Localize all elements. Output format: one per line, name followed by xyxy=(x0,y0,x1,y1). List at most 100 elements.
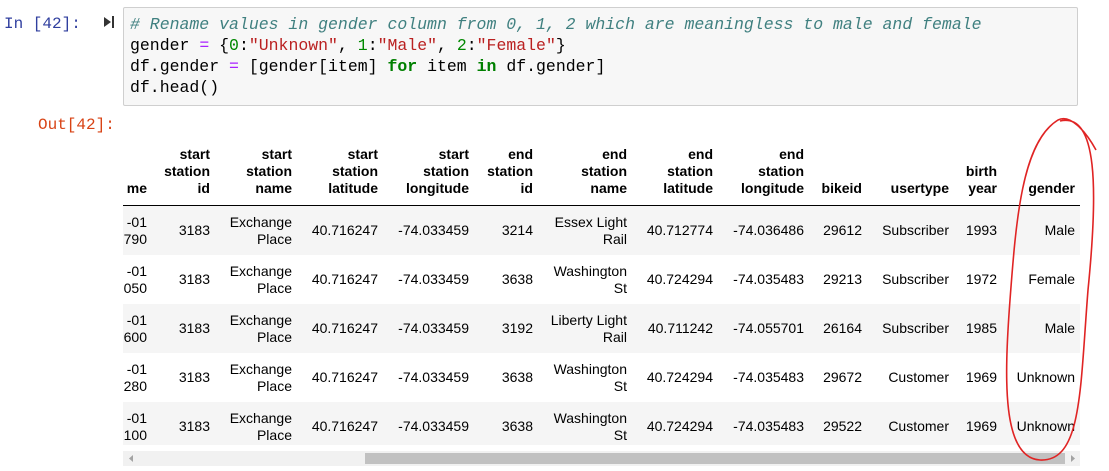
table-cell: 29213 xyxy=(809,255,867,304)
cell-text: Customer xyxy=(888,418,949,434)
code-line: df.gender = [gender[item] for item in df… xyxy=(130,57,606,76)
table-cell: 29612 xyxy=(809,206,867,256)
table-cell: 40.716247 xyxy=(297,304,383,353)
table-cell: Customer xyxy=(867,402,954,445)
table-cell: Female xyxy=(1002,255,1080,304)
table-row: -01 790 3183 Exchange Place 40.716247 -74.03… xyxy=(123,205,1080,256)
cell-text: -74.033459 xyxy=(398,320,469,336)
code-token: in xyxy=(476,57,497,76)
table-cell: 40.724294 xyxy=(632,255,718,304)
table-cell: Washington St xyxy=(538,255,632,304)
cell-text: -74.035483 xyxy=(733,418,804,434)
input-prompt: In [42]: xyxy=(4,15,81,33)
table-cell: 1969 xyxy=(954,353,1002,402)
column-header: start station latitude xyxy=(297,127,383,206)
table-cell: Liberty Light Rail xyxy=(538,304,632,353)
table-cell: 29672 xyxy=(809,353,867,402)
table-cell: 40.716247 xyxy=(297,353,383,402)
cell-text: 1969 xyxy=(965,418,997,434)
table-cell: Washington St xyxy=(538,353,632,402)
table-cell: -01 050 xyxy=(123,255,152,304)
cell-text: 40.716247 xyxy=(311,320,378,336)
cell-text: 1969 xyxy=(965,369,997,385)
cell-text: -74.033459 xyxy=(398,369,469,385)
cell-text: 3638 xyxy=(501,271,533,287)
table-cell: 40.716247 xyxy=(297,255,383,304)
table-cell: 1969 xyxy=(954,402,1002,445)
code-line: gender = {0:"Unknown", 1:"Male", 2:"Fema… xyxy=(130,36,566,55)
table-row: -01 050 3183 Exchange Place 40.716247 -74.03… xyxy=(123,255,1080,304)
code-token: 2 xyxy=(456,36,467,55)
cell-text: -74.033459 xyxy=(398,222,469,238)
cell-text: 3214 xyxy=(501,222,533,238)
cell-text: -74.033459 xyxy=(398,418,469,434)
cell-text: Washington St xyxy=(553,360,627,394)
table-cell: -01 280 xyxy=(123,353,152,402)
cell-text: 40.716247 xyxy=(311,222,378,238)
code-token: # Rename values in gender column from 0,… xyxy=(130,15,982,34)
table-cell: -74.036486 xyxy=(718,206,809,256)
cell-text: -74.035483 xyxy=(733,271,804,287)
table-cell: 3183 xyxy=(152,304,215,353)
table-cell: Exchange Place xyxy=(215,353,297,402)
header-text: start station id xyxy=(164,146,210,196)
header-text: end station name xyxy=(581,146,627,196)
cell-text: Male xyxy=(1044,320,1075,336)
header-text: end station id xyxy=(487,146,533,196)
cell-text: 29522 xyxy=(823,418,862,434)
cell-text: 29213 xyxy=(823,271,862,287)
table-cell: 3638 xyxy=(474,255,538,304)
column-header: end station latitude xyxy=(632,127,718,206)
table-cell: 40.716247 xyxy=(297,206,383,256)
cell-text: 40.724294 xyxy=(646,369,713,385)
code-token: "Male" xyxy=(377,36,438,55)
cell-text: Exchange Place xyxy=(229,262,292,296)
output-area: me start station id start station name star… xyxy=(123,127,1080,445)
cell-text: Male xyxy=(1044,222,1075,238)
table-row: -01 280 3183 Exchange Place 40.716247 -74.03… xyxy=(123,353,1080,402)
code-line: # Rename values in gender column from 0,… xyxy=(130,14,1071,35)
table-cell: 3638 xyxy=(474,402,538,445)
code-token: 1 xyxy=(357,36,368,55)
table-cell: Male xyxy=(1002,206,1080,256)
code-token: 0 xyxy=(229,36,239,55)
cell-text: -01 280 xyxy=(123,360,147,394)
table-cell: -74.035483 xyxy=(718,353,809,402)
table-cell: 40.724294 xyxy=(632,353,718,402)
cell-text: Exchange Place xyxy=(229,213,292,247)
cell-text: Subscriber xyxy=(882,222,949,238)
table-cell: Customer xyxy=(867,353,954,402)
cell-text: 3638 xyxy=(501,418,533,434)
cell-text: Customer xyxy=(888,369,949,385)
output-prompt: Out[42]: xyxy=(38,116,115,134)
code-cell[interactable]: # Rename values in gender column from 0,… xyxy=(123,7,1078,106)
header-text: start station name xyxy=(246,146,292,196)
scrollbar xyxy=(123,451,1080,466)
cell-text: Subscriber xyxy=(882,320,949,336)
column-header: usertype xyxy=(867,127,954,206)
column-header: me xyxy=(123,127,152,206)
header-text: birth year xyxy=(965,163,997,196)
table-cell: Subscriber xyxy=(867,304,954,353)
table-cell: -01 600 xyxy=(123,304,152,353)
cell-text: -74.033459 xyxy=(398,271,469,287)
table-cell: Exchange Place xyxy=(215,255,297,304)
cell-text: 1972 xyxy=(965,271,997,287)
cell-text: 40.712774 xyxy=(646,222,713,238)
code-token: = xyxy=(229,57,239,76)
cell-text: Washington St xyxy=(553,262,627,296)
cell-text: 3192 xyxy=(501,320,533,336)
column-header: end station name xyxy=(538,127,632,206)
cell-text: Exchange Place xyxy=(229,409,292,443)
cell-text: 1985 xyxy=(965,320,997,336)
column-header: start station name xyxy=(215,127,297,206)
cell-text: -01 790 xyxy=(123,213,147,247)
cell-text: 29612 xyxy=(823,222,862,238)
cell-text: -74.055701 xyxy=(733,320,804,336)
header-row: me start station id start station name star… xyxy=(123,127,1080,206)
cell-text: Exchange Place xyxy=(229,360,292,394)
dataframe: me start station id start station name star… xyxy=(123,127,1080,445)
table-cell: 1993 xyxy=(954,206,1002,256)
cell-text: Subscriber xyxy=(882,271,949,287)
table-cell: 3214 xyxy=(474,206,538,256)
